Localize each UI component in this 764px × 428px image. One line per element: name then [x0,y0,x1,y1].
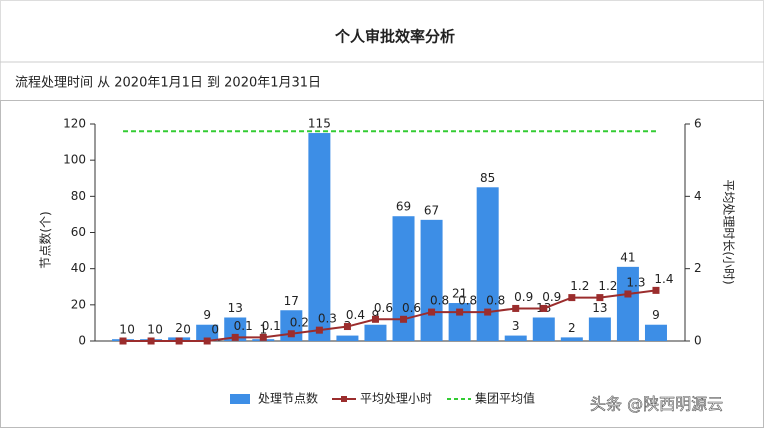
y2-axis-label: 平均处理时长(小时) [722,179,736,284]
y2-tick-label: 6 [694,117,702,131]
legend-label: 处理节点数 [258,391,318,406]
line-value-label: 0.8 [486,294,505,308]
line-value-label: 0.4 [346,308,365,322]
legend-label: 集团平均值 [475,391,535,406]
line-point [428,308,436,316]
bar-value-label: 69 [396,200,411,214]
bar-value-label: 1 [119,323,127,337]
bar [616,266,639,341]
line-point [175,337,183,345]
bar-value-label: 13 [592,301,607,315]
line-point [456,308,464,316]
y-tick-label: 40 [71,261,86,275]
line-value-label: 0.6 [402,301,421,315]
line-value-label: 0 [183,323,191,337]
bar [476,187,499,341]
line-point [652,286,660,294]
y-axis-label: 节点数(个) [38,211,53,268]
line-value-label: 0.2 [290,315,309,329]
line-value-label: 0.1 [262,319,281,333]
bar [532,317,555,341]
bar-value-label: 1 [259,323,267,337]
line-point [259,333,267,341]
bar [196,324,219,341]
line-point [315,326,323,334]
bar-value-label: 9 [203,308,211,322]
line-point [343,323,351,331]
bar [644,324,667,341]
line-point [596,294,604,302]
bar-value-label: 2 [568,321,576,335]
y2-tick-label: 2 [694,261,702,275]
bar-value-label: 9 [652,308,660,322]
bar-value-label: 41 [620,250,635,264]
line-value-label: 1.3 [626,275,645,289]
y-tick-label: 20 [71,297,86,311]
bar-value-label: 21 [452,287,467,301]
bar-value-label: 17 [284,294,299,308]
bar [420,219,443,341]
line-point [624,290,632,298]
line-value-label: 0 [127,323,135,337]
bar-value-label: 1 [147,323,155,337]
line-value-label: 0 [155,323,163,337]
bar-value-label: 85 [480,171,495,185]
line-value-label: 0.8 [458,294,477,308]
y-tick-label: 80 [71,189,86,203]
line-value-label: 1.4 [654,272,673,286]
line-point [512,304,520,312]
line-point [484,308,492,316]
line-point [371,315,379,323]
bar-value-label: 115 [308,117,331,131]
watermark: 头条 @陕西明源云 [590,395,723,414]
legend-label: 平均处理小时 [360,392,432,406]
bar-value-label: 13 [228,301,243,315]
y2-tick-label: 4 [694,189,702,203]
bar [364,324,387,341]
line-value-label: 1.2 [598,279,617,293]
line-value-label: 0 [211,323,219,337]
chart-title: 个人审批效率分析 [334,28,455,46]
y-tick-label: 120 [63,117,86,131]
legend-swatch [341,396,347,402]
line-value-label: 0.3 [318,312,337,326]
line-point [287,330,295,338]
bar [336,335,359,341]
line-value-label: 0.6 [374,301,393,315]
y2-tick-label: 0 [694,334,702,348]
line-value-label: 0.9 [514,290,533,304]
bar [308,133,331,341]
line-point [231,333,239,341]
bar-value-label: 2 [175,321,183,335]
bar [588,317,611,341]
line-point [568,294,576,302]
bar-value-label: 67 [424,203,439,217]
bar [224,317,247,341]
line-point [203,337,211,345]
subtitle: 流程处理时间 从 2020年1月1日 到 2020年1月31日 [15,76,321,91]
bar-value-label: 9 [372,308,380,322]
bar-value-label: 3 [512,319,520,333]
line [123,289,657,342]
y-tick-label: 0 [78,334,86,348]
bar [560,337,583,341]
y-tick-label: 100 [63,153,86,167]
line-point [147,337,155,345]
line-point [119,337,127,345]
line-point [540,304,548,312]
line-value-label: 0.8 [430,294,449,308]
line-point [400,315,408,323]
line-value-label: 1.2 [570,279,589,293]
legend-swatch [230,394,250,404]
line-value-label: 0.9 [542,290,561,304]
line-value-label: 0.1 [234,319,253,333]
y-tick-label: 60 [71,225,86,239]
bar [504,335,527,341]
bar [392,216,415,341]
